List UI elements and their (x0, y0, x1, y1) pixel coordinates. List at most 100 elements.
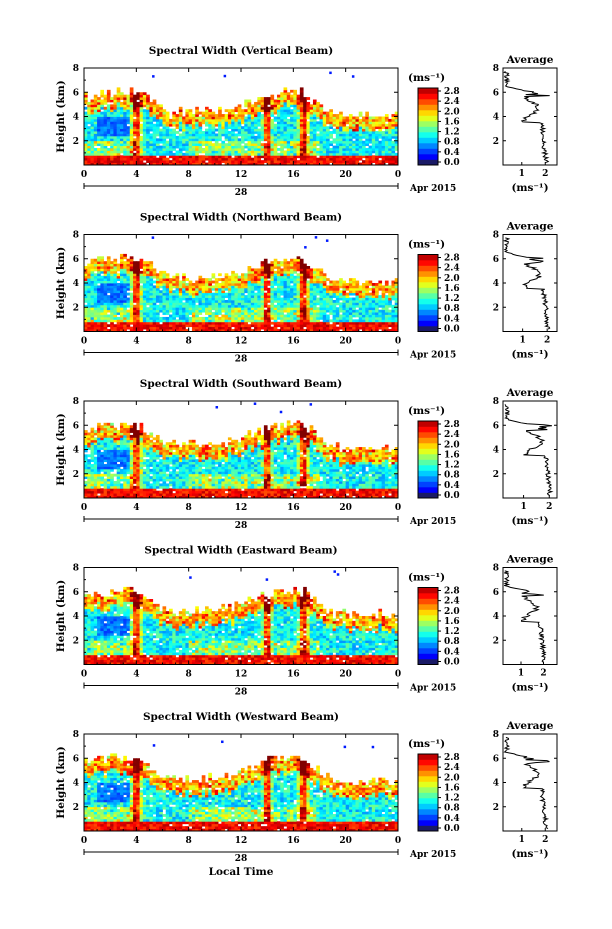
heatmap-cell (348, 138, 353, 142)
heatmap-cell (345, 329, 350, 332)
heatmap-cell (329, 302, 333, 306)
heatmap-cell (254, 126, 258, 130)
heatmap-cell (142, 94, 147, 98)
heatmap-cell (84, 490, 88, 494)
heatmap-cell (126, 287, 131, 291)
heatmap-cell (296, 94, 301, 98)
heatmap-cell (116, 89, 121, 93)
heatmap-cell (129, 94, 134, 98)
heatmap-cell (348, 143, 353, 146)
heatmap-cell (329, 131, 333, 134)
heatmap-cell (322, 150, 327, 154)
heatmap-cell (371, 133, 376, 137)
heatmap-cell (276, 263, 281, 267)
heatmap-cell (165, 295, 170, 298)
heatmap-cell (126, 160, 131, 163)
heatmap-cell (316, 162, 320, 166)
x-tick-label: 16 (287, 337, 300, 347)
heatmap-cell (342, 128, 347, 132)
heatmap-cell (100, 138, 105, 142)
heatmap-cell (254, 150, 258, 154)
heatmap-cell (352, 133, 356, 137)
heatmap-cell (234, 292, 239, 296)
heatmap-cell (237, 138, 242, 142)
heatmap-cell (244, 319, 248, 323)
heatmap-cell (211, 118, 216, 122)
heatmap-cell (250, 329, 255, 332)
heatmap-cell (296, 316, 301, 320)
heatmap-cell (191, 160, 196, 163)
heatmap-cell (312, 162, 317, 166)
heatmap-cell (237, 329, 242, 332)
heatmap-cell (136, 266, 140, 269)
heatmap-cell (303, 145, 307, 149)
heatmap-cell (106, 160, 111, 163)
heatmap-cell (218, 329, 222, 332)
heatmap-cell (221, 319, 226, 323)
colorbar-segment (418, 271, 438, 277)
heatmap-cell (234, 329, 239, 332)
colorbar-segment (418, 287, 438, 294)
heatmap-cell (254, 109, 258, 113)
heatmap-cell (110, 273, 114, 277)
heatmap-cell (260, 321, 265, 325)
heatmap-cell (123, 140, 127, 144)
heatmap-cell (195, 304, 199, 308)
heatmap-cell (139, 263, 144, 267)
heatmap-cell (241, 278, 245, 281)
heatmap-cell (280, 97, 284, 100)
heatmap-cell (227, 302, 232, 306)
heatmap-cell (218, 128, 222, 132)
heatmap-cell (254, 314, 258, 318)
heatmap-cell (123, 97, 127, 100)
heatmap-cell (247, 160, 252, 163)
heatmap-cell (136, 268, 140, 272)
heatmap-cell (231, 309, 235, 313)
heatmap-cell (142, 111, 147, 115)
heatmap-cell (394, 121, 399, 125)
heatmap-cell (254, 140, 258, 144)
heatmap-cell (247, 268, 252, 272)
heatmap-cell (231, 109, 235, 113)
heatmap-cell (90, 473, 95, 477)
colorbar-segment (418, 93, 438, 100)
heatmap-cell (146, 135, 150, 139)
heatmap-cell (169, 302, 173, 306)
heatmap-cell (93, 258, 98, 262)
heatmap-cell (155, 152, 160, 156)
heatmap-cell (87, 140, 91, 144)
heatmap-cell (182, 321, 186, 325)
heatmap-cell (159, 278, 163, 281)
heatmap-cell (263, 116, 268, 120)
heatmap-cell (234, 273, 239, 277)
heatmap-cell (159, 138, 163, 142)
heatmap-cell (185, 138, 190, 142)
heatmap-cell (345, 297, 350, 301)
heatmap-cell (322, 290, 327, 294)
heatmap-cell (103, 94, 108, 98)
heatmap-cell (106, 140, 111, 144)
heatmap-cell (175, 290, 180, 294)
heatmap-cell (93, 483, 98, 487)
heatmap-cell (244, 324, 248, 328)
heatmap-cell (290, 278, 294, 281)
heatmap-cell (129, 297, 134, 301)
heatmap-cell (90, 495, 95, 499)
heatmap-cell (110, 314, 114, 318)
heatmap-cell (123, 309, 127, 313)
heatmap-cell (348, 324, 353, 328)
heatmap-cell (394, 319, 399, 323)
heatmap-cell (260, 307, 265, 311)
heatmap-cell (371, 148, 376, 151)
heatmap-cell (355, 138, 360, 142)
heatmap-cell (306, 321, 311, 325)
heatmap-cell (185, 152, 190, 156)
heatmap-cell (146, 280, 150, 284)
heatmap-cell (296, 150, 301, 154)
heatmap-cell (394, 111, 399, 115)
heatmap-cell (394, 140, 399, 144)
heatmap-cell (205, 324, 209, 328)
heatmap-cell (84, 304, 88, 308)
heatmap-cell (90, 464, 95, 467)
heatmap-cell (394, 152, 399, 156)
